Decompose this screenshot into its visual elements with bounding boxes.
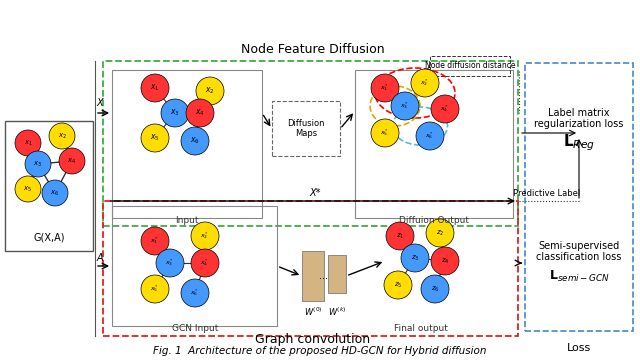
Text: Maps: Maps [295, 129, 317, 138]
Text: $x^*_6$: $x^*_6$ [426, 131, 435, 142]
Text: X*: X* [309, 188, 321, 198]
Circle shape [181, 127, 209, 155]
Text: $x_1$: $x_1$ [24, 138, 33, 148]
Text: $x_4$: $x_4$ [67, 156, 77, 166]
Text: $x^*_2$: $x^*_2$ [420, 78, 429, 88]
Text: $x^*_1$: $x^*_1$ [150, 236, 159, 247]
Text: Node diffusion distance: Node diffusion distance [425, 61, 515, 70]
Text: $z_4$: $z_4$ [441, 256, 449, 266]
Text: Semi-supervised: Semi-supervised [538, 241, 620, 251]
Circle shape [411, 69, 439, 97]
Text: Input: Input [175, 216, 199, 225]
Text: Diffusion: Diffusion [287, 119, 324, 128]
FancyBboxPatch shape [302, 251, 324, 301]
Circle shape [371, 119, 399, 147]
Circle shape [59, 148, 85, 174]
Text: A: A [97, 253, 103, 263]
Circle shape [401, 244, 429, 272]
Text: GCN Input: GCN Input [172, 324, 218, 333]
Circle shape [141, 74, 169, 102]
Text: $x_3$: $x_3$ [33, 160, 42, 169]
Text: $x^*_4$: $x^*_4$ [200, 258, 209, 268]
Circle shape [426, 219, 454, 247]
Text: $x^*_6$: $x^*_6$ [191, 288, 200, 299]
Text: Label matrix: Label matrix [548, 108, 610, 118]
Circle shape [186, 99, 214, 127]
Text: $\mathbf{L}_{semi-GCN}$: $\mathbf{L}_{semi-GCN}$ [548, 269, 609, 283]
Circle shape [386, 222, 414, 250]
Circle shape [391, 92, 419, 120]
Circle shape [431, 95, 459, 123]
Text: $x_6$: $x_6$ [51, 188, 60, 197]
Text: $z_5$: $z_5$ [394, 280, 402, 290]
Text: $x^*_2$: $x^*_2$ [200, 231, 209, 242]
Text: $x_1$: $x_1$ [150, 83, 160, 93]
Circle shape [156, 249, 184, 277]
Text: $z_1$: $z_1$ [396, 231, 404, 240]
Text: $x^*_5$: $x^*_5$ [381, 127, 390, 138]
Text: $z_2$: $z_2$ [436, 229, 444, 238]
Text: classification loss: classification loss [536, 252, 621, 262]
Circle shape [416, 122, 444, 150]
Text: G(X,A): G(X,A) [33, 233, 65, 243]
Text: Loss: Loss [567, 343, 591, 353]
Text: Final output: Final output [394, 324, 448, 333]
Text: $W^{(0)}$: $W^{(0)}$ [303, 306, 323, 318]
Text: $z_6$: $z_6$ [431, 284, 439, 293]
Text: $x^*_3$: $x^*_3$ [401, 101, 410, 112]
Text: $x_5$: $x_5$ [24, 184, 33, 193]
Circle shape [421, 275, 449, 303]
Text: $z_3$: $z_3$ [411, 253, 419, 262]
Text: $x_3$: $x_3$ [170, 108, 180, 118]
Circle shape [191, 222, 219, 250]
Text: $x^*_3$: $x^*_3$ [166, 258, 175, 268]
Circle shape [371, 74, 399, 102]
Circle shape [431, 247, 459, 275]
Text: $x^*_1$: $x^*_1$ [381, 83, 390, 93]
FancyBboxPatch shape [328, 255, 346, 293]
Text: ...: ... [319, 271, 328, 281]
Circle shape [25, 151, 51, 177]
Circle shape [181, 279, 209, 307]
Text: $W^{(k)}$: $W^{(k)}$ [328, 306, 346, 318]
Text: Diffuion Output: Diffuion Output [399, 216, 469, 225]
Text: $x^*_5$: $x^*_5$ [150, 284, 159, 295]
Text: $x_4$: $x_4$ [195, 108, 205, 118]
Text: $x^*_4$: $x^*_4$ [440, 104, 449, 114]
Circle shape [15, 176, 41, 202]
Circle shape [42, 180, 68, 206]
Text: $\mathbf{L}_{Reg}$: $\mathbf{L}_{Reg}$ [563, 133, 595, 153]
Circle shape [196, 77, 224, 105]
Text: $x_2$: $x_2$ [205, 86, 215, 96]
Text: Predictive Label: Predictive Label [513, 189, 580, 198]
Circle shape [49, 123, 75, 149]
Circle shape [161, 99, 189, 127]
Circle shape [191, 249, 219, 277]
Text: Fig. 1  Architecture of the proposed HD-GCN for Hybrid diffusion: Fig. 1 Architecture of the proposed HD-G… [153, 346, 487, 356]
Text: regularization loss: regularization loss [534, 119, 624, 129]
Text: $x_6$: $x_6$ [190, 136, 200, 146]
Circle shape [141, 227, 169, 255]
Text: $x_5$: $x_5$ [150, 133, 160, 143]
Text: Graph convolution: Graph convolution [255, 333, 371, 346]
Circle shape [384, 271, 412, 299]
Circle shape [141, 275, 169, 303]
Text: $x_2$: $x_2$ [58, 131, 67, 140]
Text: Node Feature Diffusion: Node Feature Diffusion [241, 43, 385, 56]
Circle shape [15, 130, 41, 156]
Circle shape [141, 124, 169, 152]
Text: X: X [97, 98, 103, 108]
